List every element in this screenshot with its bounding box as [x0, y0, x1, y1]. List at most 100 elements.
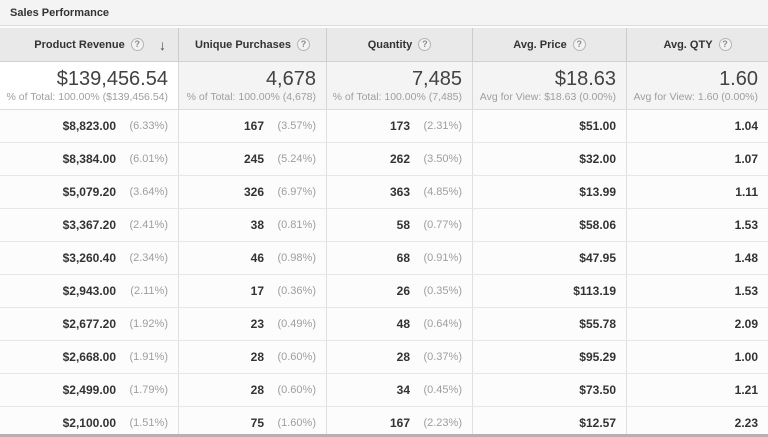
- cell-value: 1.53: [734, 284, 758, 298]
- cell-value: 48: [396, 317, 410, 331]
- cell-value: 167: [389, 416, 410, 430]
- column-header-label: Avg. Price: [513, 38, 567, 51]
- summary-value: 4,678: [265, 68, 316, 90]
- cell-value: $8,823.00: [62, 119, 116, 133]
- column-header-label: Quantity: [367, 38, 413, 51]
- help-icon[interactable]: ?: [130, 38, 144, 51]
- cell-value: $2,668.00: [62, 350, 116, 364]
- cell-percent: (0.60%): [277, 351, 316, 363]
- cell-percent: (4.85%): [423, 186, 462, 198]
- cell-percent: (3.64%): [129, 186, 168, 198]
- cell-unique-purchases: 28 (0.60%): [178, 341, 326, 373]
- cell-quantity: 26 (0.35%): [326, 275, 472, 307]
- cell-quantity: 173 (2.31%): [326, 110, 472, 142]
- cell-quantity: 167 (2.23%): [326, 407, 472, 437]
- cell-avg-price: $55.78: [472, 308, 626, 340]
- cell-percent: (1.60%): [277, 417, 316, 429]
- table-body: $8,823.00 (6.33%) 167 (3.57%) 173 (2.31%…: [0, 110, 768, 437]
- summary-note: % of Total: 100.00% (4,678): [186, 91, 316, 103]
- help-icon[interactable]: ?: [296, 38, 310, 51]
- summary-note: Avg for View: $18.63 (0.00%): [479, 91, 616, 103]
- cell-unique-purchases: 75 (1.60%): [178, 407, 326, 437]
- cell-product-revenue: $2,943.00 (2.11%): [0, 275, 178, 307]
- cell-percent: (0.77%): [423, 219, 462, 231]
- cell-product-revenue: $2,668.00 (1.91%): [0, 341, 178, 373]
- cell-avg-qty: 1.07: [626, 143, 768, 175]
- summary-cell-unique-purchases: 4,678 % of Total: 100.00% (4,678): [178, 62, 326, 109]
- cell-avg-qty: 1.48: [626, 242, 768, 274]
- summary-cell-avg-qty: 1.60 Avg for View: 1.60 (0.00%): [626, 62, 768, 109]
- cell-value: 28: [250, 350, 264, 364]
- table-row: $8,384.00 (6.01%) 245 (5.24%) 262 (3.50%…: [0, 143, 768, 176]
- cell-value: $55.78: [579, 317, 616, 331]
- cell-percent: (0.60%): [277, 384, 316, 396]
- cell-value: 167: [243, 119, 264, 133]
- cell-value: $95.29: [579, 350, 616, 364]
- column-header-unique-purchases[interactable]: Unique Purchases ?: [178, 28, 326, 61]
- cell-product-revenue: $3,260.40 (2.34%): [0, 242, 178, 274]
- help-icon[interactable]: ?: [718, 38, 732, 51]
- cell-value: 1.53: [734, 218, 758, 232]
- cell-product-revenue: $8,384.00 (6.01%): [0, 143, 178, 175]
- cell-percent: (2.31%): [423, 120, 462, 132]
- cell-value: 1.04: [734, 119, 758, 133]
- column-header-label: Avg. QTY: [663, 38, 713, 51]
- cell-avg-qty: 2.23: [626, 407, 768, 437]
- cell-product-revenue: $8,823.00 (6.33%): [0, 110, 178, 142]
- column-header-avg-price[interactable]: Avg. Price ?: [472, 28, 626, 61]
- cell-percent: (3.57%): [277, 120, 316, 132]
- summary-value: 1.60: [719, 68, 758, 90]
- cell-value: 1.21: [734, 383, 758, 397]
- summary-cell-avg-price: $18.63 Avg for View: $18.63 (0.00%): [472, 62, 626, 109]
- cell-value: $5,079.20: [62, 185, 116, 199]
- cell-value: $2,100.00: [62, 416, 116, 430]
- cell-value: $2,499.00: [62, 383, 116, 397]
- cell-unique-purchases: 46 (0.98%): [178, 242, 326, 274]
- cell-value: 46: [250, 251, 264, 265]
- cell-percent: (2.41%): [129, 219, 168, 231]
- cell-value: $12.57: [579, 416, 616, 430]
- cell-value: 26: [396, 284, 410, 298]
- cell-value: 23: [250, 317, 264, 331]
- panel-bottom-edge: [0, 434, 768, 437]
- column-header-avg-qty[interactable]: Avg. QTY ?: [626, 28, 768, 61]
- cell-percent: (0.81%): [277, 219, 316, 231]
- cell-value: 1.00: [734, 350, 758, 364]
- cell-quantity: 68 (0.91%): [326, 242, 472, 274]
- cell-product-revenue: $2,100.00 (1.51%): [0, 407, 178, 437]
- cell-value: 326: [243, 185, 264, 199]
- table-row: $8,823.00 (6.33%) 167 (3.57%) 173 (2.31%…: [0, 110, 768, 143]
- help-icon[interactable]: ?: [418, 38, 432, 51]
- cell-unique-purchases: 245 (5.24%): [178, 143, 326, 175]
- cell-percent: (0.35%): [423, 285, 462, 297]
- cell-avg-price: $47.95: [472, 242, 626, 274]
- table-row: $2,677.20 (1.92%) 23 (0.49%) 48 (0.64%) …: [0, 308, 768, 341]
- cell-value: $32.00: [579, 152, 616, 166]
- table-row: $3,260.40 (2.34%) 46 (0.98%) 68 (0.91%) …: [0, 242, 768, 275]
- section-title-bar: Sales Performance: [0, 0, 768, 26]
- cell-value: 1.07: [734, 152, 758, 166]
- cell-value: 75: [250, 416, 264, 430]
- cell-value: 363: [389, 185, 410, 199]
- divider: [0, 26, 768, 28]
- summary-value: $139,456.54: [56, 68, 168, 90]
- cell-avg-price: $113.19: [472, 275, 626, 307]
- cell-value: $3,260.40: [62, 251, 116, 265]
- summary-note: Avg for View: 1.60 (0.00%): [633, 91, 758, 103]
- help-icon[interactable]: ?: [572, 38, 586, 51]
- cell-percent: (6.97%): [277, 186, 316, 198]
- cell-percent: (0.37%): [423, 351, 462, 363]
- column-header-quantity[interactable]: Quantity ?: [326, 28, 472, 61]
- cell-value: $73.50: [579, 383, 616, 397]
- column-header-product-revenue[interactable]: Product Revenue ? ↓: [0, 28, 178, 61]
- cell-percent: (0.36%): [277, 285, 316, 297]
- section-title: Sales Performance: [10, 6, 110, 19]
- cell-value: $113.19: [573, 284, 616, 298]
- cell-avg-price: $32.00: [472, 143, 626, 175]
- cell-quantity: 28 (0.37%): [326, 341, 472, 373]
- cell-percent: (0.49%): [277, 318, 316, 330]
- cell-unique-purchases: 17 (0.36%): [178, 275, 326, 307]
- cell-avg-price: $12.57: [472, 407, 626, 437]
- cell-percent: (6.33%): [129, 120, 168, 132]
- cell-value: $47.95: [579, 251, 616, 265]
